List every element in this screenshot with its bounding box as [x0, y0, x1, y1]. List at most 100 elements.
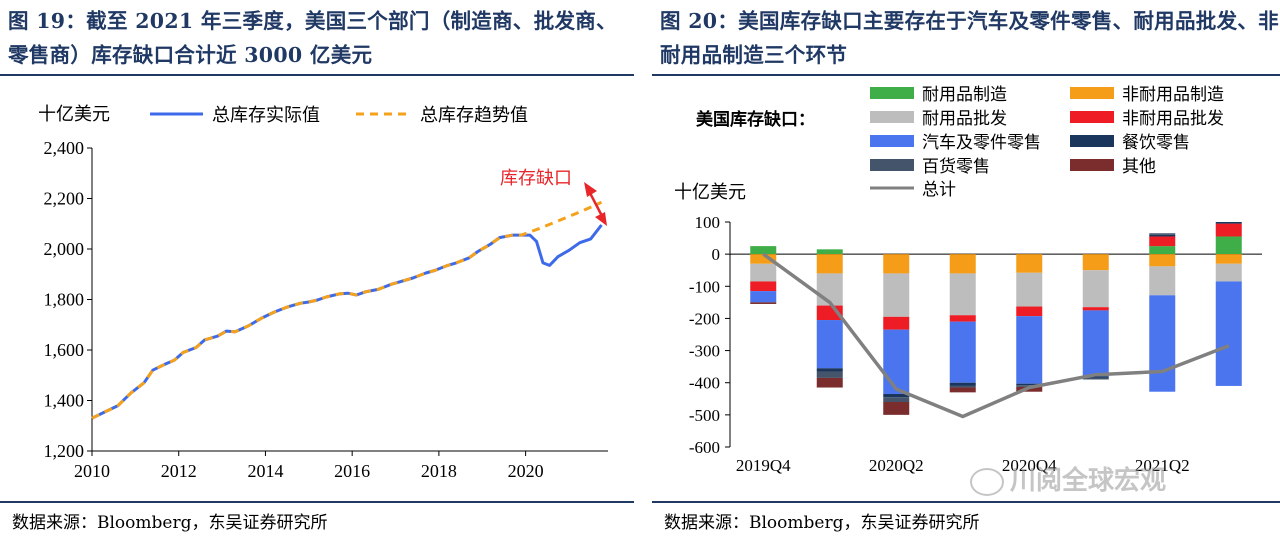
right-y-tick-label: -300 [689, 342, 720, 361]
bar-segment-2020Q2-2 [883, 254, 910, 274]
bar-segment-2021Q2-5 [1149, 295, 1176, 392]
bar-segment-2020Q2-8 [883, 402, 910, 415]
legend-swatch-2 [1070, 87, 1114, 99]
bar-segment-2021Q1-5 [1082, 310, 1109, 377]
left-y-tick-label: 2,000 [44, 239, 85, 259]
left-top-rule [0, 74, 634, 76]
bar-segment-2020Q1-5 [816, 320, 843, 369]
left-bottom-rule [0, 501, 634, 503]
bar-segment-2021Q1-2 [1082, 254, 1109, 271]
legend-label-6: 餐饮零售 [1122, 133, 1190, 153]
left-figure-panel: 图 19：截至 2021 年三季度，美国三个部门（制造商、批发商、零售商）库存缺… [0, 0, 634, 540]
bar-segment-2021Q1-3 [1082, 270, 1109, 308]
legend-title: 美国库存缺口： [696, 109, 815, 130]
left-y-tick-label: 1,200 [44, 441, 85, 461]
bar-segment-2020Q1-7 [816, 371, 843, 378]
bar-segment-2021Q2-3 [1149, 266, 1176, 296]
left-x-tick-label: 2010 [74, 461, 110, 481]
right-source-note: 数据来源：Bloomberg，东吴证券研究所 [664, 513, 980, 533]
bar-segment-2020Q3-6 [949, 382, 976, 386]
right-y-unit-label: 十亿美元 [674, 182, 746, 203]
right-y-tick-label: 0 [712, 245, 721, 264]
legend-label-trend: 总库存趋势值 [420, 105, 528, 126]
right-top-rule [652, 74, 1280, 76]
bar-segment-2020Q2-6 [883, 393, 910, 398]
bar-segment-2020Q4-6 [1016, 383, 1043, 386]
bar-segment-2019Q4-4 [750, 281, 777, 292]
legend-label-total: 总计 [922, 180, 956, 200]
bar-segment-2021Q2-2 [1149, 254, 1176, 267]
bar-segment-2020Q1-6 [816, 368, 843, 372]
watermark-text: 川阅全球宏观 [1010, 466, 1167, 496]
bar-segment-2020Q2-7 [883, 397, 910, 402]
legend-swatch-6 [1070, 135, 1114, 147]
legend-label-7: 百货零售 [922, 157, 990, 177]
bar-segment-2020Q1-2 [816, 254, 843, 274]
left-figure-title: 图 19：截至 2021 年三季度，美国三个部门（制造商、批发商、零售商）库存缺… [8, 9, 617, 67]
legend-label-5: 汽车及零件零售 [922, 133, 1041, 153]
legend-label-8: 其他 [1122, 157, 1156, 177]
bar-segment-2021Q1-4 [1082, 307, 1109, 311]
left-y-unit-label: 十亿美元 [38, 104, 110, 125]
series-line-actual [91, 224, 603, 420]
left-y-tick-label: 1,800 [44, 290, 85, 310]
legend-swatch-8 [1070, 159, 1114, 171]
legend-label-2: 非耐用品制造 [1122, 85, 1224, 105]
right-bottom-rule [652, 501, 1280, 503]
bar-segment-2020Q1-8 [816, 377, 843, 388]
left-y-tick-label: 2,400 [44, 138, 85, 158]
right-x-tick-label: 2019Q4 [736, 456, 791, 475]
bar-segment-2020Q3-4 [949, 315, 976, 322]
legend-swatch-1 [870, 87, 914, 99]
total-line [762, 252, 1230, 419]
legend-swatch-4 [1070, 111, 1114, 123]
legend-swatch-7 [870, 159, 914, 171]
legend-label-1: 耐用品制造 [922, 85, 1007, 105]
right-x-tick-label: 2021Q2 [1135, 456, 1190, 475]
right-y-tick-label: 100 [695, 213, 721, 232]
bar-segment-2020Q3-8 [949, 387, 976, 393]
right-y-tick-label: -100 [689, 277, 720, 296]
bar-segment-2020Q3-7 [949, 385, 976, 388]
right-x-tick-label: 2020Q4 [1002, 456, 1057, 475]
left-x-tick-label: 2016 [334, 461, 370, 481]
bar-segment-2021Q3-2 [1215, 254, 1242, 264]
bar-segment-2021Q2-1 [1149, 246, 1176, 255]
right-y-tick-label: -500 [689, 406, 720, 425]
bar-segment-2019Q4-5 [750, 291, 777, 303]
left-y-tick-label: 2,200 [44, 189, 85, 209]
gap-arrow-line [588, 192, 604, 217]
left-y-tick-label: 1,600 [44, 340, 85, 360]
left-line-chart: 1,200 1,400 1,600 1,800 2,000 2,200 2,400 2010 2… [38, 104, 608, 481]
bar-segment-2019Q4-3 [750, 263, 777, 282]
right-stacked-bar-chart: 100 0 -100 -200 -300 -400 -500 -600 十亿美元 美国库存缺口： 耐… [674, 85, 1262, 475]
bar-segment-2020Q3-5 [949, 321, 976, 383]
bar-segment-2021Q3-4 [1215, 223, 1242, 237]
watermark: 川阅全球宏观 [970, 460, 1166, 497]
bar-segment-2021Q1-7 [1082, 377, 1109, 380]
bar-segment-2020Q2-5 [883, 329, 910, 394]
bar-segment-2021Q3-5 [1215, 281, 1242, 386]
legend-swatch-5 [870, 135, 914, 147]
legend-swatch-3 [870, 111, 914, 123]
bar-segment-2020Q4-3 [1016, 272, 1043, 307]
bar-segment-2020Q4-4 [1016, 306, 1043, 317]
left-x-tick-label: 2014 [247, 461, 283, 481]
gap-annotation-label: 库存缺口 [500, 168, 572, 189]
bar-segment-2019Q4-8 [750, 302, 777, 304]
bar-segment-2021Q2-7 [1149, 233, 1176, 235]
bar-segment-2020Q2-4 [883, 316, 910, 330]
left-y-tick-label: 1,400 [44, 391, 85, 411]
left-x-tick-label: 2018 [421, 461, 457, 481]
legend-label-3: 耐用品批发 [922, 109, 1007, 129]
left-source-note: 数据来源：Bloomberg，东吴证券研究所 [12, 513, 328, 533]
bar-segment-2020Q2-3 [883, 273, 910, 317]
bar-segment-2019Q4-1 [750, 246, 777, 255]
right-x-tick-label: 2020Q2 [869, 456, 924, 475]
legend-label-actual: 总库存实际值 [212, 105, 320, 126]
gap-arrow-head-up [584, 182, 597, 197]
bar-segment-2020Q4-5 [1016, 316, 1043, 384]
series-line-trend [91, 200, 603, 420]
bar-segment-2020Q4-2 [1016, 254, 1043, 273]
bar-segment-2021Q3-1 [1215, 236, 1242, 255]
